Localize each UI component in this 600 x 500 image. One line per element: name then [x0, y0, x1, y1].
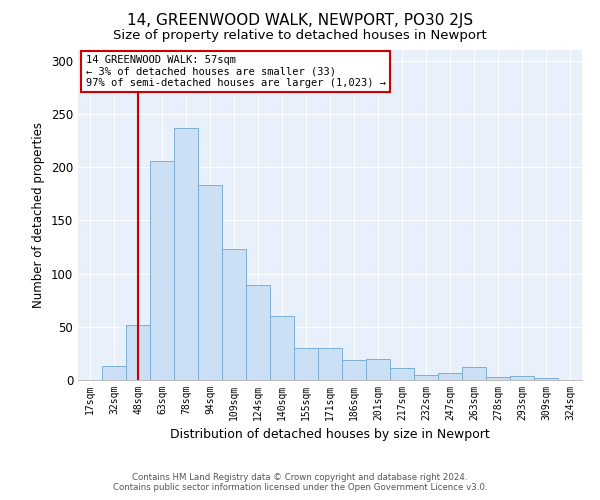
Bar: [438, 372, 462, 380]
Bar: [318, 348, 342, 380]
Text: Contains HM Land Registry data © Crown copyright and database right 2024.
Contai: Contains HM Land Registry data © Crown c…: [113, 473, 487, 492]
Bar: [414, 374, 438, 380]
Bar: [390, 368, 414, 380]
Bar: [222, 249, 246, 380]
Bar: [486, 377, 510, 380]
Bar: [462, 367, 486, 380]
Bar: [174, 128, 198, 380]
Bar: [150, 160, 174, 380]
Bar: [510, 376, 534, 380]
Bar: [270, 316, 294, 380]
Text: 14 GREENWOOD WALK: 57sqm
← 3% of detached houses are smaller (33)
97% of semi-de: 14 GREENWOOD WALK: 57sqm ← 3% of detache…: [86, 55, 386, 88]
X-axis label: Distribution of detached houses by size in Newport: Distribution of detached houses by size …: [170, 428, 490, 442]
Bar: [198, 185, 222, 380]
Bar: [342, 360, 366, 380]
Text: Size of property relative to detached houses in Newport: Size of property relative to detached ho…: [113, 29, 487, 42]
Bar: [366, 358, 390, 380]
Bar: [294, 348, 318, 380]
Bar: [102, 366, 126, 380]
Bar: [534, 378, 558, 380]
Text: 14, GREENWOOD WALK, NEWPORT, PO30 2JS: 14, GREENWOOD WALK, NEWPORT, PO30 2JS: [127, 12, 473, 28]
Bar: [126, 324, 150, 380]
Bar: [246, 286, 270, 380]
Y-axis label: Number of detached properties: Number of detached properties: [32, 122, 46, 308]
